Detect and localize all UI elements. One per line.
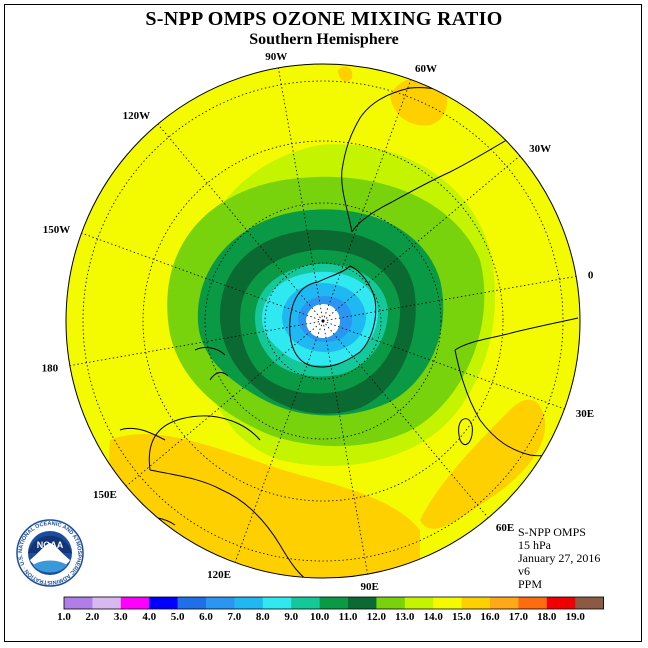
colorbar-swatch bbox=[518, 597, 548, 609]
longitude-label: 120E bbox=[207, 569, 231, 581]
map-subtitle: Southern Hemisphere bbox=[249, 31, 399, 48]
coast-madagascar bbox=[458, 418, 473, 446]
colorbar-outline bbox=[63, 596, 604, 610]
colorbar-swatch bbox=[348, 597, 377, 609]
colorbar-label: 11.0 bbox=[339, 611, 358, 623]
longitude-label: 120W bbox=[123, 110, 151, 122]
colorbar-label: 16.0 bbox=[480, 611, 500, 623]
meridian-line bbox=[234, 320, 324, 563]
coast-antarctica bbox=[289, 265, 377, 368]
meridian-line bbox=[322, 320, 369, 575]
field-orange-atlantic bbox=[420, 399, 546, 529]
info-level: 15 hPa bbox=[518, 538, 551, 552]
colorbar-label: 18.0 bbox=[537, 611, 557, 623]
figure-frame bbox=[4, 4, 642, 642]
colorbar-swatch bbox=[546, 597, 576, 609]
colorbar-swatch bbox=[433, 597, 462, 609]
colorbar-swatch bbox=[319, 597, 349, 609]
colorbar-label: 8.0 bbox=[256, 611, 270, 623]
colorbar-label: 13.0 bbox=[395, 611, 415, 623]
meridian-line bbox=[81, 232, 324, 322]
colorbar-label: 2.0 bbox=[86, 611, 100, 623]
coast-new-zealand bbox=[194, 347, 229, 381]
colorbar-swatch bbox=[92, 597, 122, 609]
colorbar-swatch bbox=[575, 597, 604, 609]
colorbar-label: 15.0 bbox=[452, 611, 472, 623]
coast-south-america bbox=[341, 87, 511, 233]
meridian-line bbox=[322, 320, 489, 519]
meridian-line bbox=[157, 123, 324, 322]
meridian-line bbox=[322, 320, 565, 410]
logo-wordmark: NOAA bbox=[37, 540, 64, 550]
colorbar-swatch bbox=[149, 597, 178, 609]
colorbar-label: 1.0 bbox=[57, 611, 71, 623]
meridian-line bbox=[322, 79, 412, 322]
colorbar-swatch bbox=[234, 597, 264, 609]
info-version: v6 bbox=[518, 564, 530, 578]
field-orange-small bbox=[338, 66, 353, 82]
longitude-label: 60W bbox=[415, 63, 437, 75]
graticule bbox=[69, 67, 577, 575]
colorbar-label: 9.0 bbox=[284, 611, 298, 623]
ozone-field bbox=[66, 64, 580, 578]
longitude-label: 150W bbox=[43, 224, 71, 236]
colorbar-label: 10.0 bbox=[310, 611, 330, 623]
longitude-label: 30W bbox=[529, 143, 551, 155]
map-title: S-NPP OMPS OZONE MIXING RATIO bbox=[145, 8, 503, 30]
colorbar-label: 6.0 bbox=[199, 611, 213, 623]
longitude-label: 90E bbox=[361, 581, 379, 593]
longitude-label: 90W bbox=[265, 51, 287, 63]
colorbar-swatch bbox=[291, 597, 320, 609]
longitude-label: 150E bbox=[93, 489, 117, 501]
coast-australia bbox=[148, 415, 316, 578]
meridian-line bbox=[277, 67, 324, 322]
meridian-line bbox=[322, 275, 577, 322]
colorbar-swatch bbox=[206, 597, 235, 609]
colorbar-swatch bbox=[490, 597, 519, 609]
longitude-label: 180 bbox=[42, 363, 59, 375]
colorbar-label: 3.0 bbox=[114, 611, 128, 623]
info-units: PPM bbox=[518, 577, 543, 591]
info-date: January 27, 2016 bbox=[518, 551, 601, 565]
info-instrument: S-NPP OMPS bbox=[518, 525, 586, 539]
colorbar-label: 14.0 bbox=[424, 611, 444, 623]
longitude-labels: 0 30E 60E 90E 120E 150E 180 150W 120W 90W 60W 30W bbox=[42, 51, 595, 593]
colorbar-label: 4.0 bbox=[142, 611, 156, 623]
colorbar-swatch bbox=[262, 597, 292, 609]
colorbar-swatch bbox=[376, 597, 406, 609]
colorbar-swatch bbox=[64, 597, 93, 609]
colorbar: 1.0 2.0 3.0 4.0 5.0 6.0 7.0 8.0 9.0 10.0 11.0 12.0 1… bbox=[57, 596, 604, 623]
colorbar-label: 7.0 bbox=[228, 611, 242, 623]
colorbar-swatch bbox=[120, 597, 150, 609]
colorbar-label: 19.0 bbox=[566, 611, 586, 623]
meridian-line bbox=[125, 320, 324, 487]
colorbar-label: 5.0 bbox=[171, 611, 185, 623]
colorbar-swatch bbox=[177, 597, 207, 609]
meridian-line bbox=[322, 155, 521, 322]
colorbar-label: 17.0 bbox=[509, 611, 529, 623]
longitude-label: 30E bbox=[576, 408, 594, 420]
longitude-label: 0 bbox=[588, 269, 594, 281]
map-boundary bbox=[65, 63, 581, 579]
colorbar-label: 12.0 bbox=[367, 611, 387, 623]
longitude-label: 60E bbox=[496, 522, 514, 534]
meridian-line bbox=[69, 320, 324, 367]
colorbar-swatch bbox=[404, 597, 434, 609]
colorbar-swatch bbox=[461, 597, 491, 609]
